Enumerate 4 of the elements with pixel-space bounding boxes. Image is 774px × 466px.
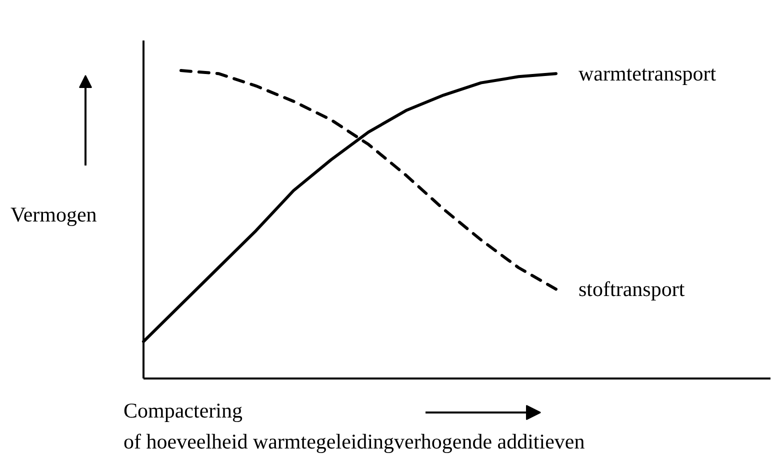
y-axis-title: Vermogen xyxy=(10,202,98,226)
series-label: stoftransport xyxy=(578,277,685,302)
x-axis-title: Compactering of hoeveelheid warmtegeleidingverhogende additieven xyxy=(124,398,586,454)
series-label: warmtetransport xyxy=(578,62,716,86)
